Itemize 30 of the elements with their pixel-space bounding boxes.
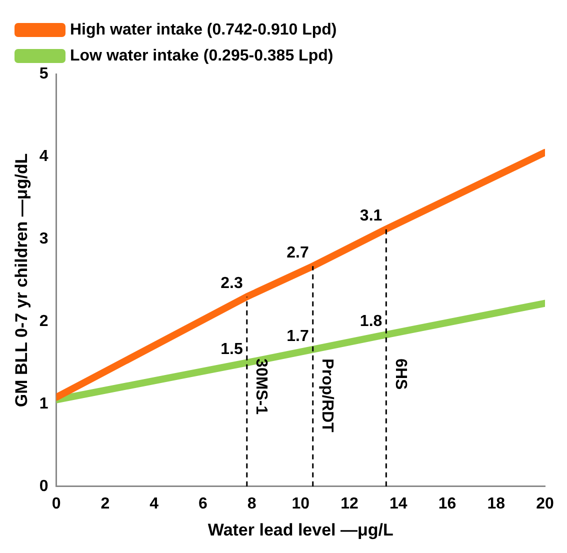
y-tick-label: 0: [39, 478, 48, 495]
ref-line-label: Prop/RDT: [318, 358, 336, 433]
y-tick-label: 4: [39, 148, 48, 165]
x-tick-label: 4: [150, 495, 159, 512]
y-tick-label: 1: [39, 395, 48, 412]
legend-label: Low water intake (0.295-0.385 Lpd): [70, 47, 334, 64]
x-tick-label: 0: [52, 495, 61, 512]
annotation: 2.3: [220, 275, 243, 292]
annotation: 1.7: [286, 328, 309, 345]
x-tick-label: 8: [247, 495, 256, 512]
x-tick-label: 10: [292, 495, 310, 512]
x-tick-label: 20: [536, 495, 554, 512]
annotation: 2.7: [286, 244, 309, 262]
x-tick-label: 12: [340, 495, 359, 512]
y-tick-label: 5: [39, 65, 48, 82]
y-axis-title: GM BLL 0-7 yr children —μg/dL: [12, 153, 31, 408]
y-tick-label: 3: [39, 230, 48, 248]
annotation: 1.5: [220, 341, 243, 358]
ref-line-label: 6HS: [392, 358, 409, 390]
annotation: 1.8: [360, 313, 382, 330]
x-tick-label: 2: [100, 495, 110, 512]
x-axis-title: Water lead level —μg/L: [208, 520, 394, 540]
x-tick-label: 14: [389, 495, 408, 512]
ref-line-label: 30MS-1: [252, 358, 270, 415]
x-tick-label: 6: [198, 495, 208, 512]
x-tick-label: 18: [487, 495, 506, 512]
y-tick-label: 2: [39, 312, 48, 330]
x-tick-label: 16: [438, 495, 456, 512]
annotation: 3.1: [360, 207, 382, 224]
legend-label: High water intake (0.742-0.910 Lpd): [70, 21, 337, 38]
